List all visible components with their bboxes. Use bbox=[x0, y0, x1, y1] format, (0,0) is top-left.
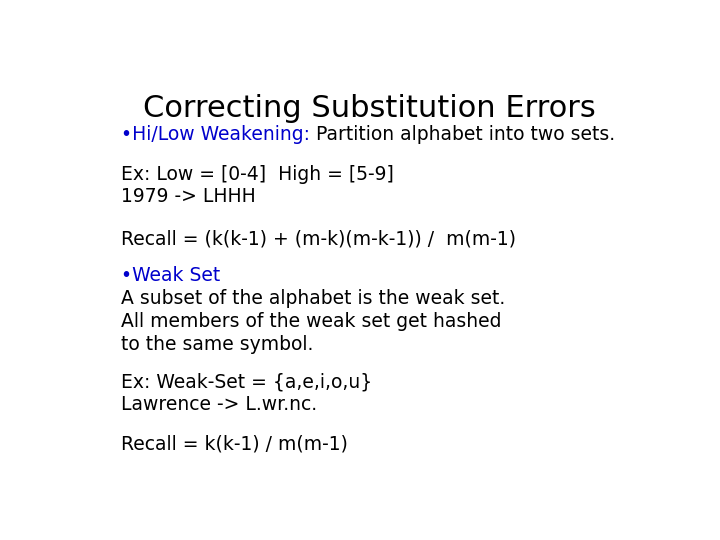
Text: Lawrence -> L.wr.nc.: Lawrence -> L.wr.nc. bbox=[121, 395, 317, 414]
Text: Ex: Weak-Set = {a,e,i,o,u}: Ex: Weak-Set = {a,e,i,o,u} bbox=[121, 373, 372, 392]
Text: All members of the weak set get hashed: All members of the weak set get hashed bbox=[121, 312, 501, 331]
Text: •Weak Set: •Weak Set bbox=[121, 266, 220, 286]
Text: to the same symbol.: to the same symbol. bbox=[121, 335, 313, 354]
Text: Recall = k(k-1) / m(m-1): Recall = k(k-1) / m(m-1) bbox=[121, 435, 348, 454]
Text: •Hi/Low Weakening:: •Hi/Low Weakening: bbox=[121, 125, 310, 144]
Text: Correcting Substitution Errors: Correcting Substitution Errors bbox=[143, 94, 595, 123]
Text: Partition alphabet into two sets.: Partition alphabet into two sets. bbox=[310, 125, 615, 144]
Text: Recall = (k(k-1) + (m-k)(m-k-1)) /  m(m-1): Recall = (k(k-1) + (m-k)(m-k-1)) / m(m-1… bbox=[121, 229, 516, 248]
Text: Ex: Low = [0-4]  High = [5-9]: Ex: Low = [0-4] High = [5-9] bbox=[121, 165, 394, 184]
Text: A subset of the alphabet is the weak set.: A subset of the alphabet is the weak set… bbox=[121, 289, 505, 308]
Text: 1979 -> LHHH: 1979 -> LHHH bbox=[121, 187, 256, 206]
